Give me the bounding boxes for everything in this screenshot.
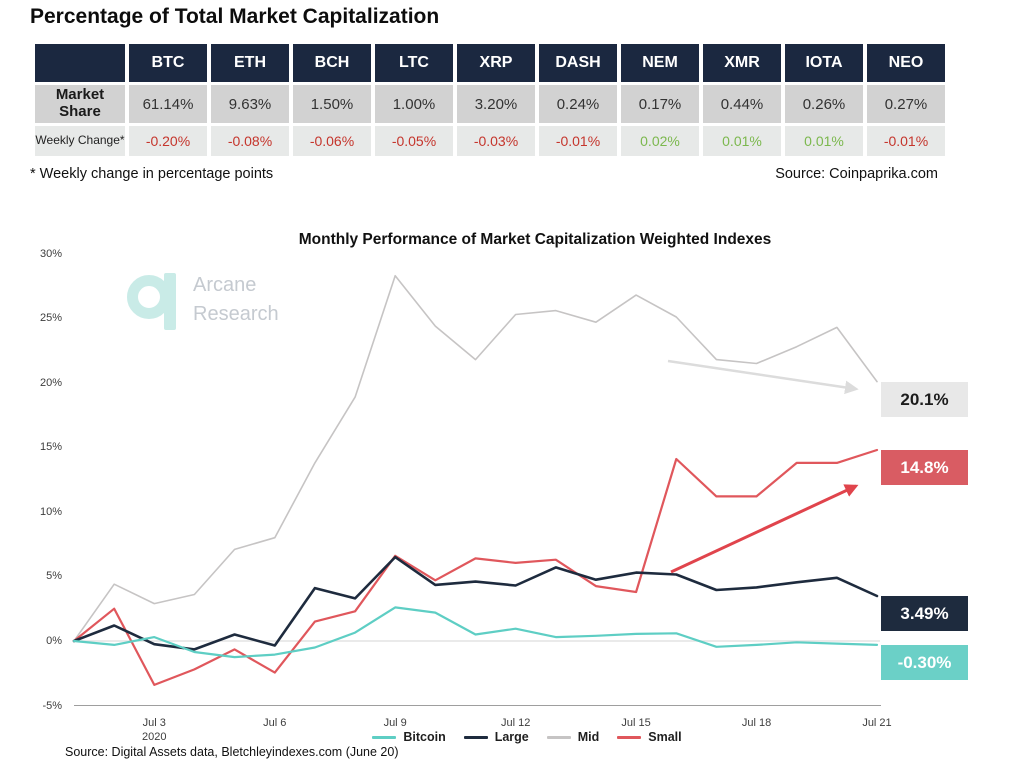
table-header-xmr: XMR [703, 44, 781, 82]
end-label-large: 3.49% [881, 596, 968, 631]
market-share-value: 3.20% [457, 85, 535, 123]
weekly-change-value: 0.02% [621, 126, 699, 156]
chart-source: Source: Digital Assets data, Bletchleyin… [65, 745, 399, 759]
y-tick-20: 20% [39, 376, 62, 389]
chart-legend: Bitcoin Large Mid Small [30, 730, 1024, 744]
table-header-ltc: LTC [375, 44, 453, 82]
end-label-small: 14.8% [881, 450, 968, 485]
chart-title: Monthly Performance of Market Capitaliza… [298, 231, 772, 248]
table-footnote: * Weekly change in percentage points [30, 166, 274, 182]
legend-item-large: Large [463, 730, 529, 744]
table-header-btc: BTC [129, 44, 207, 82]
table-corner-cell [35, 44, 125, 82]
y-tick-5: 5% [46, 570, 62, 583]
market-share-value: 1.00% [375, 85, 453, 123]
page-title: Percentage of Total Market Capitalizatio… [30, 5, 440, 28]
weekly-change-value: -0.01% [539, 126, 617, 156]
end-label-bitcoin: -0.30% [881, 645, 968, 680]
table-source: Source: Coinpaprika.com [775, 166, 938, 182]
row-label-weekly-change: Weekly Change* [35, 126, 125, 156]
y-tick-15: 15% [39, 441, 62, 454]
market-share-value: 0.26% [785, 85, 863, 123]
legend-label-bitcoin: Bitcoin [403, 730, 446, 744]
weekly-change-value: 0.01% [703, 126, 781, 156]
line-small [72, 448, 879, 687]
market-share-table: BTC ETH BCH LTC XRP DASH NEM XMR IOTA NEO Market S… [35, 44, 945, 156]
small-annotation-arrow [670, 484, 859, 574]
x-tick-jul-12: Jul 12 [500, 717, 531, 729]
line-mid [73, 274, 878, 642]
y-tick--5: -5% [42, 699, 62, 712]
legend-swatch-small [617, 735, 642, 739]
end-label-mid: 20.1% [881, 382, 968, 417]
x-tick-jul-9: Jul 9 [383, 717, 407, 729]
mid-annotation-arrow [667, 359, 859, 395]
legend-item-bitcoin: Bitcoin [372, 730, 446, 744]
legend-label-small: Small [648, 730, 682, 744]
table-header-iota: IOTA [785, 44, 863, 82]
x-tick-jul-6: Jul 6 [263, 717, 287, 729]
table-header-bch: BCH [293, 44, 371, 82]
legend-label-mid: Mid [577, 730, 600, 744]
table-header-nem: NEM [621, 44, 699, 82]
y-tick-25: 25% [39, 312, 62, 325]
line-large [72, 555, 879, 651]
table-header-dash: DASH [539, 44, 617, 82]
weekly-change-value: -0.08% [211, 126, 289, 156]
legend-swatch-large [463, 735, 488, 739]
watermark-text: Arcane Research [193, 271, 279, 329]
weekly-change-value: -0.01% [867, 126, 945, 156]
y-tick-0: 0% [46, 635, 62, 647]
legend-swatch-mid [546, 735, 571, 739]
legend-item-small: Small [617, 730, 682, 744]
weekly-change-value: 0.01% [785, 126, 863, 156]
x-tick-jul-21: Jul 21 [862, 717, 892, 729]
weekly-change-value: -0.06% [293, 126, 371, 156]
market-share-value: 0.24% [539, 85, 617, 123]
line-bitcoin [72, 606, 879, 659]
market-share-value: 9.63% [211, 85, 289, 123]
weekly-change-value: -0.03% [457, 126, 535, 156]
table-header-xrp: XRP [457, 44, 535, 82]
legend-swatch-bitcoin [372, 735, 397, 739]
y-tick-30: 30% [39, 247, 62, 260]
x-tick-jul-15: Jul 15 [621, 717, 651, 729]
market-share-value: 0.17% [621, 85, 699, 123]
table-header-eth: ETH [211, 44, 289, 82]
market-share-value: 0.27% [867, 85, 945, 123]
x-tick-jul-18: Jul 18 [741, 717, 772, 729]
weekly-change-value: -0.20% [129, 126, 207, 156]
y-tick-10: 10% [39, 505, 62, 518]
market-share-value: 0.44% [703, 85, 781, 123]
market-share-value: 1.50% [293, 85, 371, 123]
row-label-market-share: Market Share [35, 85, 125, 123]
arcane-logo-bar [164, 273, 176, 330]
watermark-line2: Research [193, 303, 279, 325]
legend-item-mid: Mid [546, 730, 600, 744]
table-header-neo: NEO [867, 44, 945, 82]
market-share-value: 61.14% [129, 85, 207, 123]
legend-label-large: Large [494, 730, 529, 744]
watermark-line1: Arcane [193, 274, 257, 296]
weekly-change-value: -0.05% [375, 126, 453, 156]
x-tick-jul-3: Jul 3 2020 [142, 717, 167, 743]
